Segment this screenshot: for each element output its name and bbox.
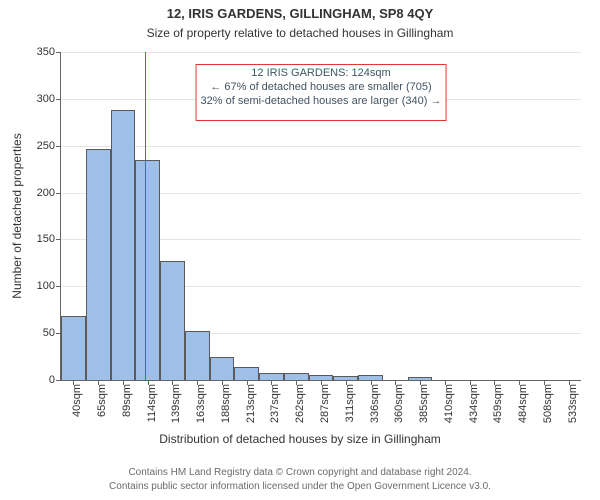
x-tick-label: 385sqm xyxy=(418,384,430,423)
x-tick-label: 484sqm xyxy=(517,384,529,423)
x-tick-label: 434sqm xyxy=(468,384,480,423)
x-tick-label: 287sqm xyxy=(319,384,331,423)
attribution-text: Contains HM Land Registry data © Crown c… xyxy=(0,466,600,493)
y-tick-label: 250 xyxy=(37,140,61,152)
x-tick-label: 139sqm xyxy=(170,384,182,423)
x-tick-label: 89sqm xyxy=(121,384,133,417)
x-tick-label: 262sqm xyxy=(294,384,306,423)
plot-area: 05010015020025030035040sqm65sqm89sqm114s… xyxy=(60,52,581,381)
histogram-bar xyxy=(160,261,185,380)
histogram-bar xyxy=(86,149,111,380)
attribution-line-1: Contains HM Land Registry data © Crown c… xyxy=(0,466,600,480)
y-tick-label: 100 xyxy=(37,280,61,292)
histogram-bar xyxy=(135,160,160,380)
x-tick-label: 114sqm xyxy=(146,384,158,422)
histogram-bar xyxy=(185,331,210,380)
annotation-line: 12 IRIS GARDENS: 124sqm xyxy=(201,67,442,81)
grid-line xyxy=(61,52,581,53)
x-tick-label: 410sqm xyxy=(443,384,455,423)
histogram-bar xyxy=(61,316,86,380)
attribution-line-2: Contains public sector information licen… xyxy=(0,480,600,494)
annotation-line: 32% of semi-detached houses are larger (… xyxy=(201,95,442,109)
x-tick-label: 459sqm xyxy=(492,384,504,423)
y-tick-label: 150 xyxy=(37,233,61,245)
x-tick-label: 311sqm xyxy=(344,384,356,422)
x-tick-label: 360sqm xyxy=(393,384,405,423)
x-tick-label: 213sqm xyxy=(245,384,257,423)
y-tick-label: 0 xyxy=(49,374,61,386)
x-tick-label: 188sqm xyxy=(220,384,232,423)
histogram-bar xyxy=(234,367,259,380)
x-tick-label: 163sqm xyxy=(195,384,207,423)
x-tick-label: 508sqm xyxy=(542,384,554,423)
chart-title-address: 12, IRIS GARDENS, GILLINGHAM, SP8 4QY xyxy=(0,6,600,21)
x-tick-label: 40sqm xyxy=(71,384,83,417)
chart-container: 12, IRIS GARDENS, GILLINGHAM, SP8 4QY Si… xyxy=(0,0,600,500)
grid-line xyxy=(61,146,581,147)
annotation-line: ← 67% of detached houses are smaller (70… xyxy=(201,81,442,95)
histogram-bar xyxy=(210,357,235,380)
x-tick-label: 65sqm xyxy=(96,384,108,417)
x-tick-label: 533sqm xyxy=(567,384,579,423)
y-tick-label: 200 xyxy=(37,187,61,199)
x-tick-label: 237sqm xyxy=(269,384,281,423)
y-tick-label: 300 xyxy=(37,93,61,105)
annotation-box: 12 IRIS GARDENS: 124sqm← 67% of detached… xyxy=(196,64,447,121)
y-tick-label: 50 xyxy=(43,327,61,339)
x-axis-label: Distribution of detached houses by size … xyxy=(0,432,600,446)
reference-line xyxy=(145,52,146,380)
y-axis-label: Number of detached properties xyxy=(10,133,24,298)
histogram-bar xyxy=(111,110,136,380)
chart-title-subtitle: Size of property relative to detached ho… xyxy=(0,26,600,40)
x-tick-label: 336sqm xyxy=(369,384,381,423)
y-tick-label: 350 xyxy=(37,46,61,58)
